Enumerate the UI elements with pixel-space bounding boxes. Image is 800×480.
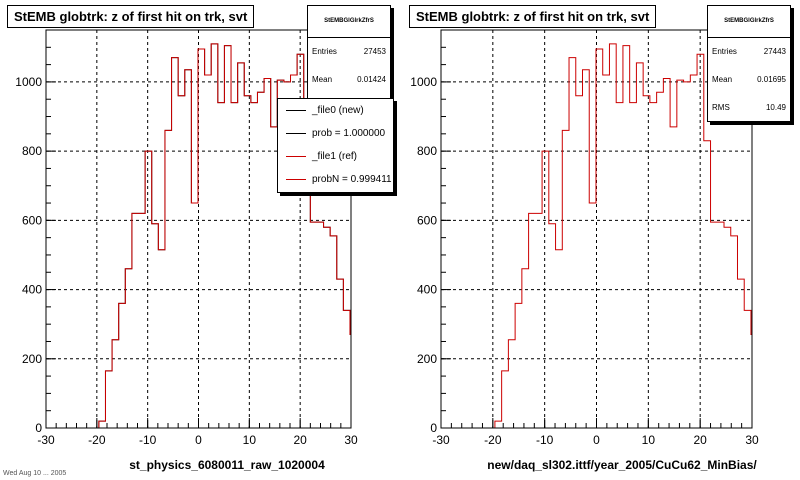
left-stats-mean-value: 0.01424 xyxy=(357,75,386,84)
right-stats-box: StEMBGlGlrkZfrS Entries 27443 Mean 0.016… xyxy=(707,5,791,122)
right-stats-name: StEMBGlGlrkZfrS xyxy=(708,6,790,38)
right-y-tick-label: 400 xyxy=(417,283,437,297)
left-x-tick-label: 20 xyxy=(293,433,307,447)
legend-swatch-file0 xyxy=(286,110,306,111)
left-histogram-title: StEMB globtrk: z of first hit on trk, sv… xyxy=(7,5,255,28)
legend-label-probn: probN = 0.999411 xyxy=(312,174,392,185)
left-histogram-pane: StEMB globtrk: z of first hit on trk, sv… xyxy=(7,5,394,472)
right-stats-mean-value: 0.01695 xyxy=(757,75,786,84)
legend-label-file0: _file0 (new) xyxy=(312,105,364,116)
right-x-tick-label: 0 xyxy=(593,433,600,447)
left-x-tick-label: 0 xyxy=(195,433,202,447)
left-x-axis-title: st_physics_6080011_raw_1020004 xyxy=(129,458,325,472)
right-stats-entries-value: 27443 xyxy=(763,47,786,56)
right-stats-rms-row: RMS 10.49 xyxy=(708,94,790,122)
left-x-tick-label: 10 xyxy=(243,433,257,447)
left-y-tick-label: 1000 xyxy=(15,75,42,89)
right-y-tick-label: 800 xyxy=(417,144,437,158)
right-y-tick-label: 0 xyxy=(430,421,437,435)
left-stats-entries-label: Entries xyxy=(312,47,337,56)
right-x-tick-label: 20 xyxy=(693,433,707,447)
left-y-tick-label: 200 xyxy=(22,352,42,366)
right-histogram-pane: StEMB globtrk: z of first hit on trk, sv… xyxy=(400,0,800,480)
right-histogram-title: StEMB globtrk: z of first hit on trk, sv… xyxy=(409,5,657,28)
left-histogram-plot: -30 -20 -10 0 10 20 30 0 200 400 600 800 1000 xyxy=(15,29,358,447)
left-stats-entries-row: Entries 27453 xyxy=(308,38,390,66)
right-x-tick-label: -30 xyxy=(432,433,450,447)
left-x-tick-label: 30 xyxy=(344,433,358,447)
left-x-tick-label: -10 xyxy=(139,433,157,447)
right-histogram-plot: -30 -20 -10 0 10 20 30 0 200 400 600 800 1000 xyxy=(410,29,759,447)
left-x-tick-label: -20 xyxy=(88,433,106,447)
right-x-tick-label: -10 xyxy=(536,433,554,447)
legend-entry-prob: prob = 1.000000 xyxy=(278,122,393,145)
legend-label-file1: _file1 (ref) xyxy=(312,151,358,162)
legend-label-prob: prob = 1.000000 xyxy=(312,128,386,139)
right-stats-rms-value: 10.49 xyxy=(765,103,786,112)
left-y-tick-label: 800 xyxy=(22,144,42,158)
right-x-tick-label: -20 xyxy=(484,433,502,447)
left-y-tick-label: 600 xyxy=(22,213,42,227)
left-stats-mean-label: Mean xyxy=(312,75,333,84)
left-y-tick-label: 400 xyxy=(22,283,42,297)
legend-swatch-file1 xyxy=(286,156,306,157)
left-stats-mean-row: Mean 0.01424 xyxy=(308,66,390,94)
left-stats-entries-value: 27453 xyxy=(363,47,386,56)
right-x-tick-label: 10 xyxy=(642,433,656,447)
right-y-tick-label: 1000 xyxy=(410,75,437,89)
right-stats-entries-row: Entries 27443 xyxy=(708,38,790,66)
right-stats-entries-label: Entries xyxy=(712,47,737,56)
right-x-tick-label: 30 xyxy=(745,433,759,447)
right-y-tick-label: 600 xyxy=(417,213,437,227)
right-stats-mean-label: Mean xyxy=(712,75,733,84)
legend-entry-probn: probN = 0.999411 xyxy=(278,168,393,191)
right-x-axis-title: new/daq_sl302.ittf/year_2005/CuCu62_MinB… xyxy=(487,458,757,472)
legend-swatch-prob xyxy=(286,133,306,134)
legend-entry-file1: _file1 (ref) xyxy=(278,145,393,168)
left-stats-name: StEMBGlGlrkZfrS xyxy=(308,6,390,38)
left-legend: _file0 (new) prob = 1.000000 _file1 (ref… xyxy=(277,98,394,193)
right-histogram-series-0 xyxy=(441,43,752,429)
right-y-tick-label: 200 xyxy=(417,352,437,366)
legend-entry-file0: _file0 (new) xyxy=(278,99,393,122)
right-stats-mean-row: Mean 0.01695 xyxy=(708,66,790,94)
right-stats-rms-label: RMS xyxy=(712,103,730,112)
footer-timestamp: Wed Aug 10 ... 2005 xyxy=(3,470,67,477)
left-x-tick-label: -30 xyxy=(37,433,55,447)
left-y-tick-label: 0 xyxy=(35,421,42,435)
legend-swatch-probn xyxy=(286,179,306,180)
